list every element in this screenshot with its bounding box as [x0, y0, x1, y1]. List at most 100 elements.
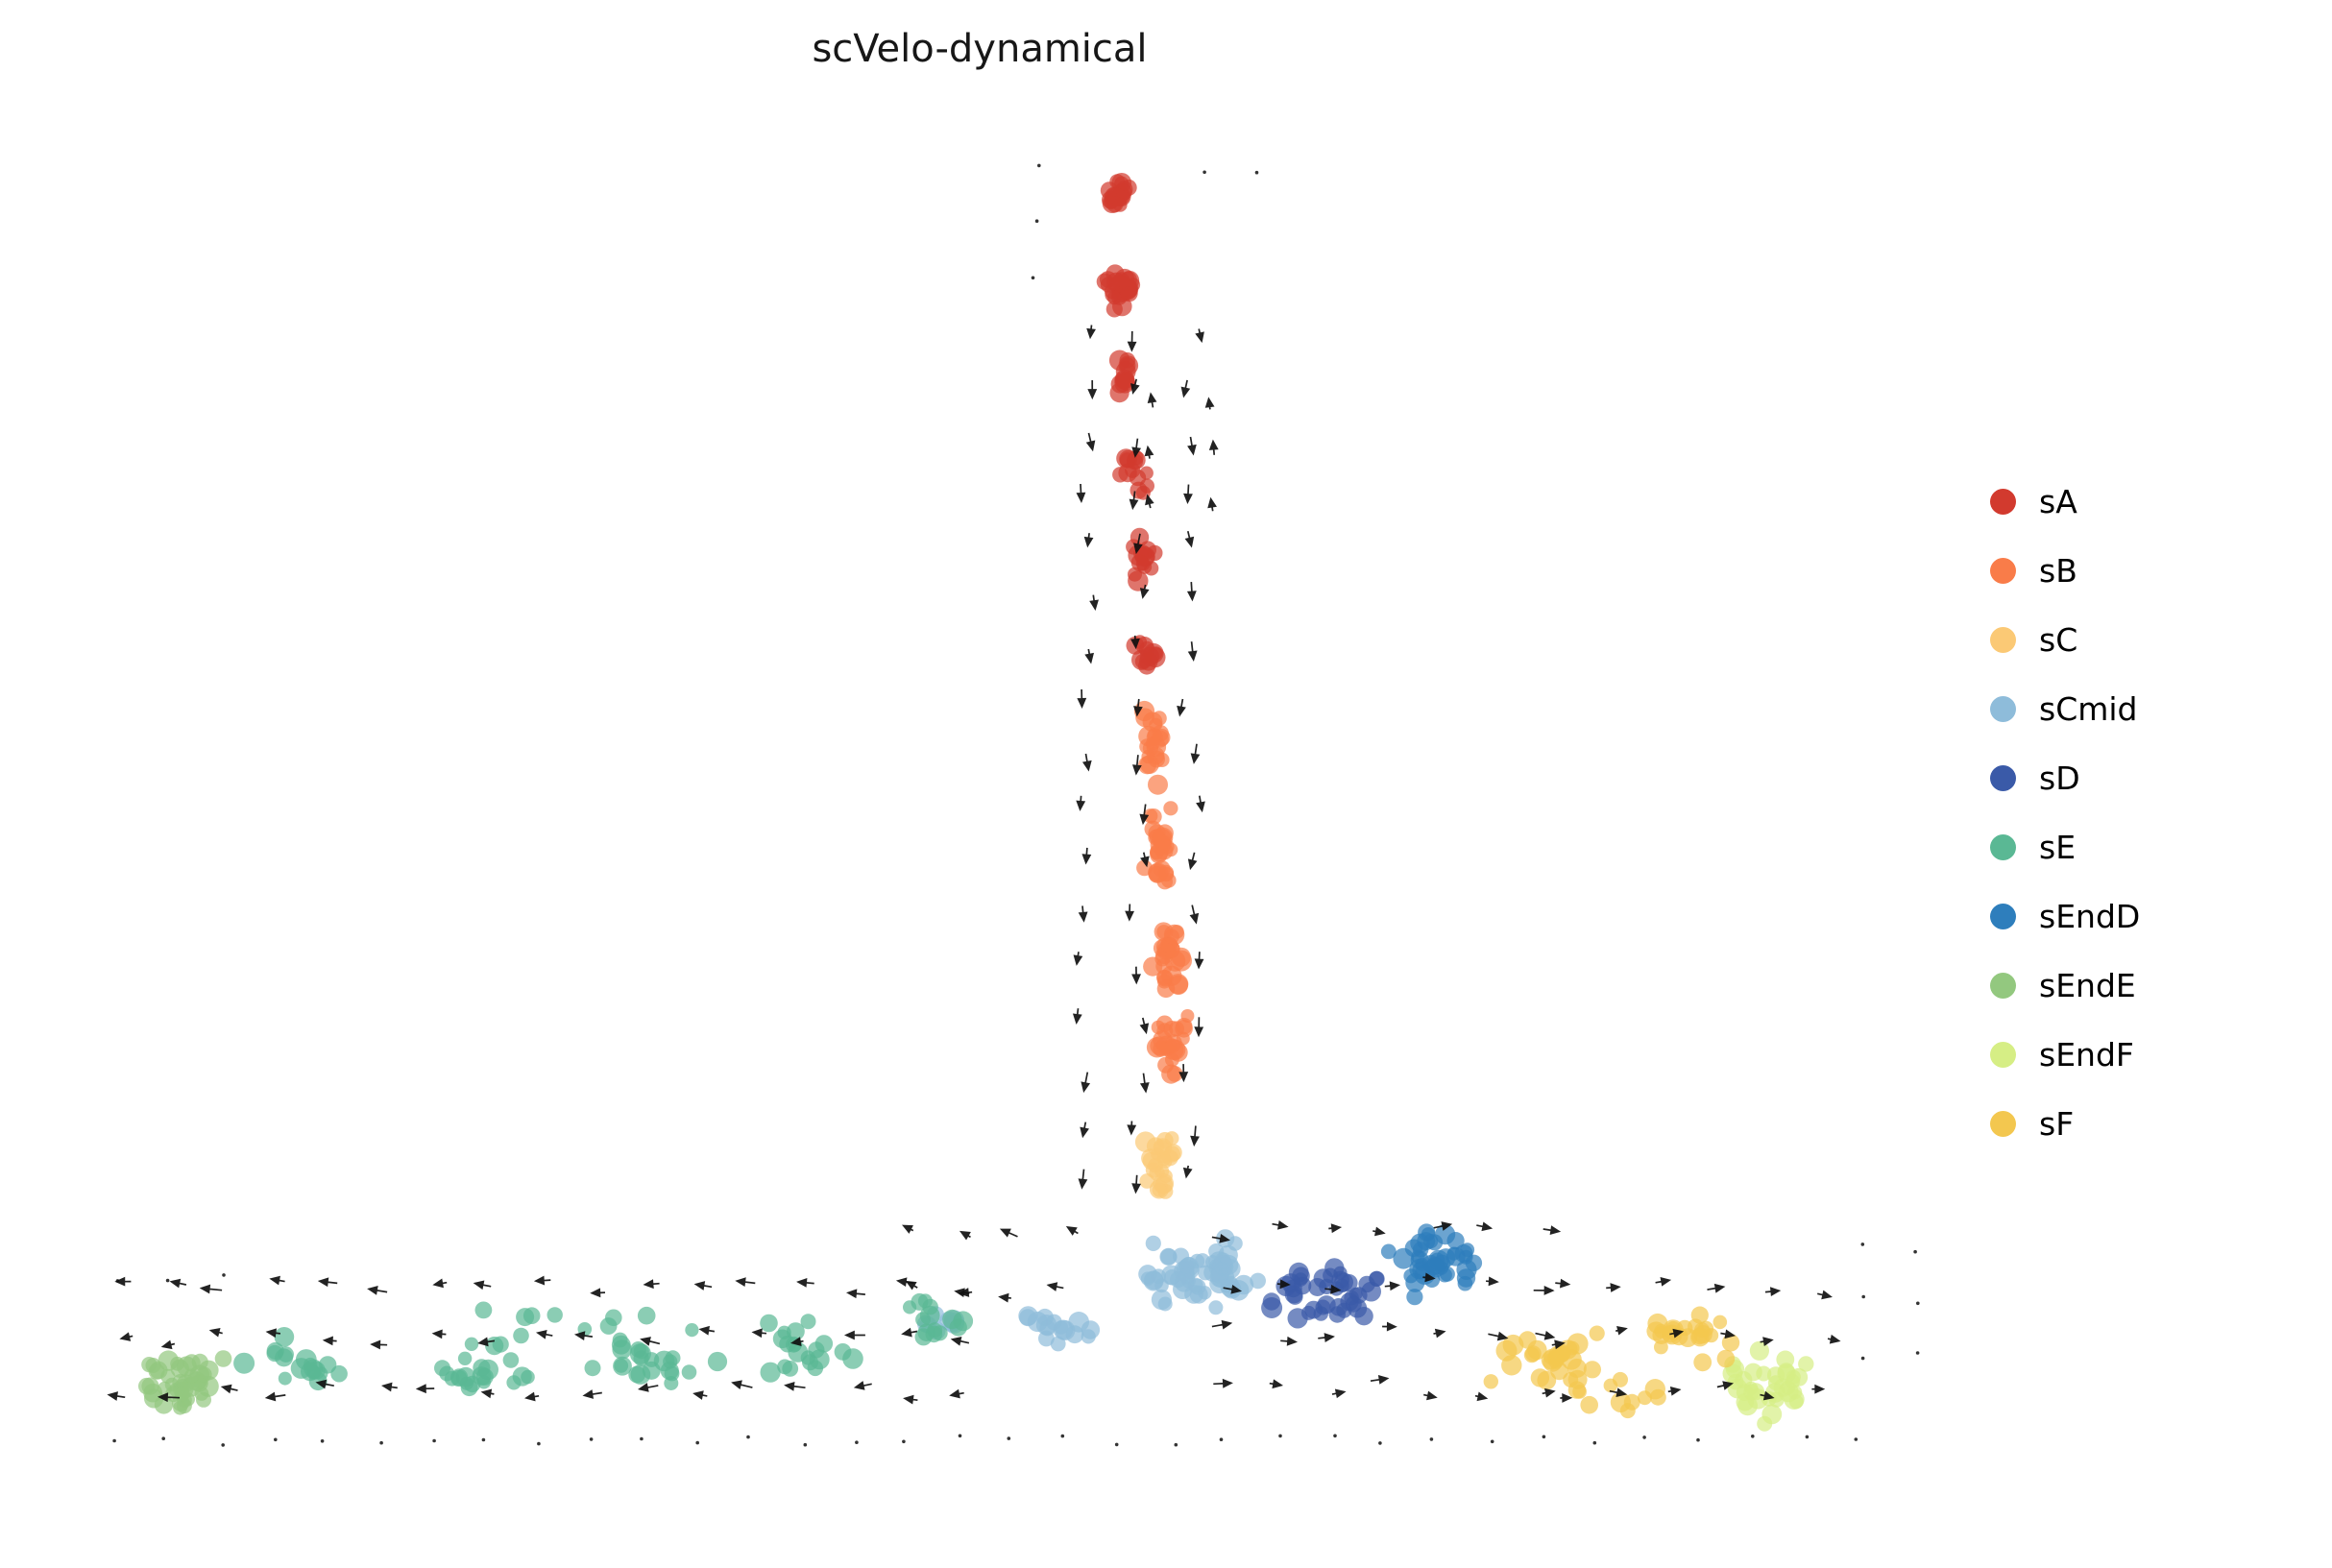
velocity-arrow	[107, 1391, 126, 1401]
cell-point-sF	[1583, 1361, 1601, 1379]
velocity-dot	[1278, 1434, 1282, 1438]
velocity-arrow	[477, 1337, 496, 1347]
cell-point-sD	[1292, 1266, 1310, 1286]
velocity-dot	[1429, 1437, 1434, 1441]
cell-point-sA	[1135, 556, 1151, 571]
velocity-dot	[1854, 1437, 1858, 1441]
velocity-dot	[902, 1439, 906, 1444]
velocity-arrow	[1144, 445, 1154, 459]
velocity-arrow	[1827, 1334, 1841, 1344]
cell-point-sCmid	[1198, 1265, 1213, 1281]
velocity-arrow	[432, 1278, 448, 1289]
velocity-arrow	[1422, 1272, 1436, 1283]
cell-point-sD	[1262, 1292, 1281, 1311]
cell-point-sE	[274, 1327, 295, 1347]
velocity-arrow	[269, 1275, 285, 1286]
cell-point-sE	[628, 1365, 646, 1384]
velocity-arrow	[1707, 1283, 1726, 1293]
velocity-arrow	[1211, 1234, 1230, 1243]
velocity-arrow	[1760, 1390, 1775, 1401]
legend-swatch-icon	[1990, 626, 2016, 653]
velocity-dot	[320, 1439, 325, 1443]
velocity-arrow	[220, 1384, 238, 1394]
velocity-arrow	[114, 1276, 132, 1287]
cell-point-sA	[1118, 374, 1135, 391]
velocity-arrow	[1081, 753, 1092, 772]
cell-point-sCmid	[1170, 1271, 1186, 1289]
legend-label: sE	[2039, 828, 2077, 866]
legend-swatch-icon	[1990, 557, 2016, 584]
velocity-arrow	[1716, 1381, 1735, 1390]
velocity-dot	[1254, 170, 1259, 175]
velocity-arrow	[1078, 1169, 1088, 1190]
cell-point-sE	[613, 1356, 632, 1376]
cell-point-sEndD	[1465, 1254, 1483, 1272]
cell-point-sEndD	[1380, 1243, 1397, 1260]
velocity-arrow	[1139, 1073, 1150, 1094]
velocity-arrow	[949, 1388, 964, 1399]
cell-point-sD	[1354, 1307, 1373, 1326]
velocity-arrow	[1609, 1387, 1628, 1398]
cell-point-sEndE	[214, 1350, 232, 1367]
legend-label: sEndE	[2039, 966, 2136, 1004]
legend-item-sEndD: sEndD	[1990, 893, 2140, 939]
cell-point-sB	[1133, 700, 1155, 722]
legend-swatch-icon	[1990, 1041, 2016, 1068]
velocity-arrow	[1131, 1174, 1142, 1194]
cell-point-sE	[278, 1346, 295, 1363]
velocity-dot	[537, 1441, 541, 1446]
legend-label: sA	[2039, 482, 2077, 520]
cell-point-sB	[1150, 846, 1168, 864]
velocity-arrow	[1081, 847, 1092, 865]
cell-point-sD	[1358, 1275, 1375, 1293]
velocity-arrow	[1084, 648, 1094, 664]
velocity-dot	[1916, 1301, 1920, 1306]
velocity-dot	[1860, 1242, 1865, 1246]
cell-point-sE	[809, 1349, 830, 1370]
legend-item-sD: sD	[1990, 755, 2140, 801]
cell-point-sA	[1125, 462, 1141, 478]
cell-point-sF	[1502, 1334, 1524, 1356]
velocity-arrow	[1046, 1282, 1064, 1291]
velocity-arrow	[959, 1230, 971, 1241]
velocity-arrow	[643, 1279, 660, 1290]
legend-label: sC	[2039, 620, 2078, 659]
velocity-dot	[1805, 1435, 1810, 1439]
legend-item-sE: sE	[1990, 824, 2140, 870]
cell-point-sF	[1693, 1325, 1713, 1344]
cell-point-sC	[1152, 1182, 1167, 1197]
cell-point-sE	[599, 1317, 618, 1335]
velocity-arrow	[1433, 1221, 1453, 1231]
cell-point-sF	[1721, 1334, 1740, 1352]
cell-point-sE	[314, 1366, 328, 1381]
velocity-arrow	[1125, 904, 1135, 922]
cell-point-sF	[1716, 1349, 1736, 1368]
velocity-dot	[803, 1442, 808, 1447]
cell-point-sEndE	[170, 1356, 185, 1371]
cell-point-sC	[1157, 1154, 1173, 1169]
velocity-arrow	[1606, 1283, 1621, 1292]
velocity-arrow	[1195, 328, 1204, 344]
velocity-arrow	[1560, 1393, 1573, 1403]
velocity-arrow	[415, 1384, 435, 1394]
cell-point-sCmid	[1187, 1277, 1203, 1293]
velocity-dot	[1642, 1435, 1646, 1439]
cell-point-sE	[681, 1364, 697, 1380]
velocity-arrow	[784, 1381, 806, 1391]
cell-point-sE	[914, 1328, 933, 1346]
cell-point-sF	[1548, 1353, 1564, 1369]
velocity-arrow	[157, 1392, 181, 1403]
velocity-dot	[1174, 1442, 1178, 1447]
velocity-arrow	[317, 1277, 338, 1288]
cell-point-sE	[760, 1362, 781, 1383]
velocity-arrow	[1384, 1281, 1401, 1291]
cell-point-sEndF	[1785, 1374, 1801, 1389]
cell-point-sD	[1329, 1298, 1348, 1316]
velocity-dot	[1913, 1249, 1917, 1254]
legend-swatch-icon	[1990, 695, 2016, 722]
velocity-arrow	[1533, 1286, 1555, 1295]
cell-point-sEndE	[158, 1381, 172, 1396]
velocity-arrow	[1145, 494, 1154, 509]
